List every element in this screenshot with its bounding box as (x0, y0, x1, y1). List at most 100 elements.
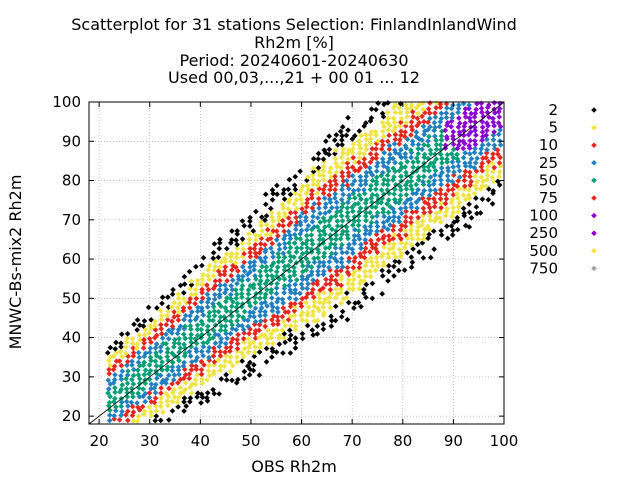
data-point-class-25 (227, 330, 234, 337)
data-point-class-50 (130, 393, 136, 400)
data-point-class-2 (280, 350, 286, 356)
data-point-class-25 (369, 172, 376, 178)
data-point-class-75 (378, 146, 385, 152)
data-point-class-100 (462, 120, 468, 126)
data-point-class-2 (141, 318, 148, 324)
legend-label: 5 (548, 119, 558, 137)
data-point-class-5 (314, 305, 321, 311)
data-point-class-50 (304, 245, 311, 251)
data-point-class-5 (390, 250, 397, 256)
data-point-class-25 (293, 296, 299, 302)
data-point-class-2 (140, 323, 147, 329)
data-point-class-25 (467, 150, 473, 157)
data-point-class-2 (228, 237, 235, 243)
data-point-class-100 (468, 124, 474, 130)
data-point-class-2 (430, 228, 437, 234)
data-point-class-25 (338, 196, 345, 203)
data-point-class-5 (304, 183, 311, 189)
data-point-class-75 (373, 151, 380, 158)
data-point-class-50 (397, 183, 403, 189)
data-point-class-5 (397, 253, 404, 260)
data-point-class-75 (169, 323, 176, 330)
data-point-class-25 (152, 381, 159, 388)
data-point-class-50 (425, 155, 431, 162)
data-point-class-25 (478, 150, 484, 157)
data-point-class-25 (293, 226, 299, 233)
data-point-class-50 (182, 350, 188, 357)
data-point-class-75 (229, 267, 235, 273)
data-point-class-25 (443, 110, 449, 116)
data-point-class-75 (129, 412, 136, 419)
data-point-class-50 (369, 199, 375, 206)
data-point-class-2 (451, 219, 457, 226)
data-point-class-25 (490, 136, 497, 143)
data-point-class-75 (310, 294, 317, 301)
data-point-class-2 (118, 344, 124, 350)
data-point-class-25 (408, 204, 415, 211)
data-point-class-50 (223, 308, 230, 314)
data-point-class-25 (379, 156, 386, 162)
data-point-class-2 (216, 391, 222, 397)
data-point-class-75 (381, 233, 387, 239)
data-point-class-5 (113, 349, 120, 356)
data-point-class-100 (466, 145, 473, 152)
data-point-class-75 (380, 142, 386, 148)
data-point-class-25 (425, 138, 431, 144)
data-point-class-50 (280, 258, 286, 265)
data-point-class-5 (403, 240, 409, 247)
data-point-class-5 (245, 336, 252, 342)
data-point-class-25 (189, 309, 195, 315)
data-point-class-75 (253, 253, 259, 260)
data-point-class-5 (218, 259, 224, 265)
data-point-class-75 (316, 200, 322, 207)
data-point-class-25 (275, 309, 281, 315)
data-point-class-2 (369, 295, 376, 302)
data-point-class-75 (188, 366, 195, 373)
data-point-class-75 (270, 313, 277, 319)
legend-marker (591, 142, 597, 148)
data-point-class-75 (175, 317, 182, 323)
data-point-class-50 (257, 295, 263, 302)
data-point-class-5 (158, 312, 165, 319)
data-point-class-75 (166, 385, 172, 392)
data-point-class-50 (234, 300, 241, 307)
data-point-class-50 (328, 241, 334, 247)
data-point-class-50 (328, 250, 335, 257)
data-point-class-2 (118, 331, 125, 337)
data-point-class-2 (292, 173, 299, 180)
data-point-class-75 (414, 115, 421, 122)
data-point-class-25 (239, 263, 246, 270)
data-point-class-50 (317, 232, 323, 239)
data-point-class-50 (256, 281, 263, 287)
data-point-class-5 (346, 277, 352, 283)
data-point-class-25 (206, 344, 213, 351)
data-point-class-50 (287, 273, 293, 280)
data-point-class-2 (462, 222, 469, 229)
data-point-class-25 (268, 245, 274, 251)
data-point-class-50 (158, 363, 164, 369)
data-point-class-2 (444, 223, 450, 229)
data-point-class-25 (362, 178, 369, 184)
data-point-class-5 (350, 272, 357, 278)
data-point-class-5 (367, 140, 374, 147)
data-point-class-5 (212, 258, 219, 265)
x-tick-label: 50 (241, 432, 260, 450)
data-point-class-25 (332, 250, 339, 257)
data-point-class-50 (339, 223, 345, 230)
data-point-class-75 (401, 133, 408, 140)
data-point-class-50 (294, 245, 300, 251)
data-point-class-100 (457, 132, 463, 138)
data-point-class-2 (326, 146, 333, 153)
data-point-class-5 (137, 337, 143, 343)
data-point-class-25 (355, 187, 362, 193)
data-point-class-25 (152, 345, 159, 351)
data-point-class-75 (180, 308, 187, 314)
data-point-class-25 (449, 114, 455, 121)
data-point-class-5 (188, 291, 195, 298)
data-point-class-50 (333, 228, 339, 234)
data-point-class-25 (235, 322, 242, 329)
data-point-class-50 (386, 190, 392, 197)
data-point-class-5 (333, 286, 339, 292)
data-point-class-2 (314, 331, 321, 337)
data-point-class-100 (456, 142, 462, 148)
